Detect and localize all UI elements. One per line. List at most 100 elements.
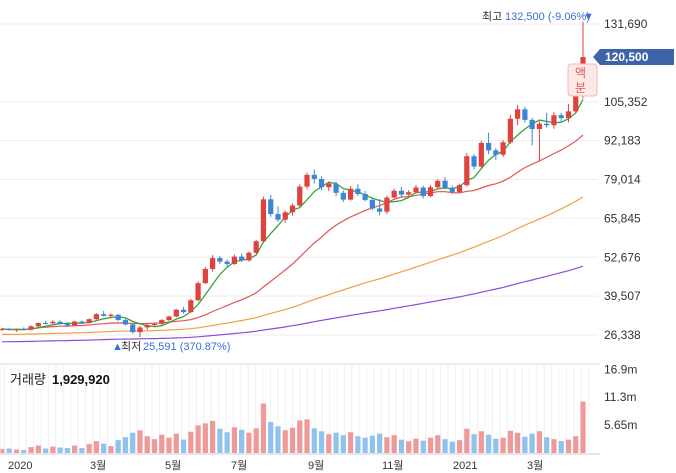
x-tick-label: 9월 <box>308 459 324 472</box>
volume-bar <box>28 447 34 453</box>
volume-bar <box>355 436 361 453</box>
candle <box>355 184 361 197</box>
candle-body <box>122 320 129 325</box>
volume-bar <box>72 445 78 453</box>
candle-body <box>195 283 201 301</box>
volume-bar <box>137 430 143 453</box>
candle-body <box>246 252 252 261</box>
candle <box>435 179 441 190</box>
volume-bar <box>333 432 339 453</box>
candle <box>304 172 310 189</box>
candle-body <box>471 156 477 167</box>
volume-bar <box>209 420 216 453</box>
candle-body <box>231 256 238 264</box>
candle <box>377 199 383 216</box>
candle-body <box>464 156 470 186</box>
candle <box>413 185 419 194</box>
volume-bar <box>573 436 579 453</box>
candle-body <box>391 190 397 198</box>
candle <box>144 323 150 330</box>
candle-body <box>413 187 419 193</box>
candle-body <box>173 309 179 317</box>
candle <box>333 181 339 197</box>
candle-body <box>377 208 383 212</box>
volume-tick-label: 16.9m <box>604 362 637 376</box>
candle-body <box>297 186 303 206</box>
candle-body <box>478 142 484 167</box>
candle-body <box>406 192 412 195</box>
volume-bar <box>159 434 165 453</box>
volume-bar <box>442 439 448 453</box>
x-tick-label: 5월 <box>165 459 181 472</box>
volume-bar <box>311 428 317 453</box>
volume-bar <box>282 430 288 453</box>
y-axis-ticks: 131,690 105,352 92,183 79,014 65,845 52,… <box>604 17 648 342</box>
volume-bar <box>151 439 158 453</box>
candle <box>173 308 179 318</box>
volume-bar <box>347 432 354 453</box>
volume-bar <box>384 437 390 453</box>
candle-body <box>217 258 223 262</box>
x-tick-label: 7월 <box>231 459 247 472</box>
candle-body <box>398 190 405 195</box>
candle <box>202 266 208 285</box>
candle <box>515 104 521 126</box>
volume-bar <box>544 437 550 453</box>
current-price-tag[interactable]: 120,500 <box>593 49 674 66</box>
candlesticks <box>0 21 586 338</box>
volume-bar <box>180 439 187 453</box>
volume-bar <box>166 437 172 453</box>
x-tick-label: 2021 <box>453 460 477 472</box>
candle <box>13 328 20 332</box>
high-annotation: 최고 132,500 (-9.06%) ▼ <box>482 10 594 23</box>
candle <box>159 318 165 325</box>
volume-bar <box>21 450 27 453</box>
candle-body <box>86 319 92 324</box>
volume-bar <box>297 420 303 453</box>
volume-bar <box>260 403 267 453</box>
candle-body <box>21 329 27 331</box>
candle <box>478 140 484 168</box>
volume-bar <box>580 401 586 453</box>
candle-body <box>326 183 332 188</box>
x-tick-label: 3월 <box>527 459 543 472</box>
candle <box>362 191 368 202</box>
candle-body <box>304 174 310 187</box>
y-tick-label: 26,338 <box>604 328 641 342</box>
high-label-prefix: 최고 <box>482 10 502 23</box>
volume-bar <box>326 434 332 453</box>
badge-text-line1: 액 <box>575 66 586 80</box>
candle-body <box>558 115 564 119</box>
volume-bar <box>413 438 419 453</box>
volume-bar <box>231 427 238 453</box>
candle <box>57 320 63 325</box>
candle-body <box>275 214 281 220</box>
candle-body <box>340 192 346 200</box>
candle-body <box>159 320 165 324</box>
candle-body <box>442 180 448 188</box>
candle-body <box>435 180 441 188</box>
current-price-marker <box>593 49 674 66</box>
candle-body <box>13 329 20 331</box>
current-price-label: 120,500 <box>605 50 649 64</box>
volume-bar <box>173 433 179 453</box>
volume-bar <box>239 429 245 453</box>
candle-body <box>79 321 85 324</box>
x-tick-label: 2020 <box>8 460 32 472</box>
volume-bar <box>456 440 463 453</box>
corporate-action-badge[interactable]: 액 분 <box>567 63 598 97</box>
candle-body <box>35 323 41 327</box>
volume-bar <box>420 440 426 453</box>
candle <box>231 254 238 265</box>
candle <box>0 327 5 332</box>
candle <box>28 325 34 331</box>
volume-bar <box>435 435 441 453</box>
candle <box>246 251 252 262</box>
volume-bar <box>471 434 477 453</box>
candle-body <box>529 119 535 130</box>
volume-header: 거래량 1,929,920 <box>10 372 110 387</box>
candle-body <box>130 324 136 333</box>
candle <box>50 319 56 324</box>
volume-bar <box>6 448 12 453</box>
